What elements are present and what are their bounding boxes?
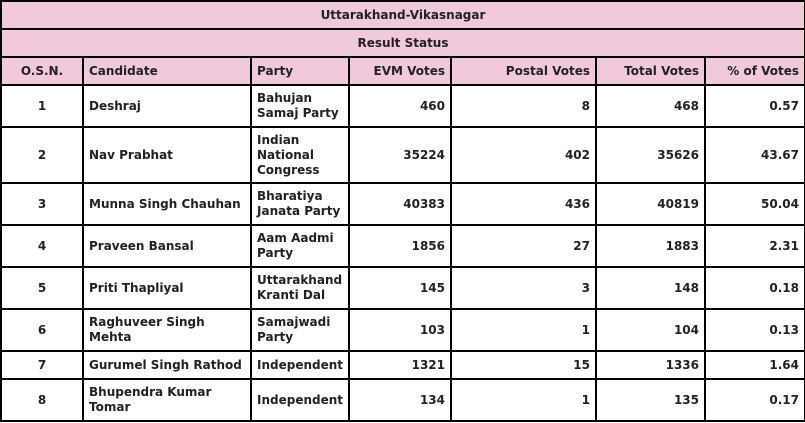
title-row: Uttarakhand-Vikasnagar — [0, 0, 805, 30]
pct-votes-cell: 0.57 — [704, 84, 805, 128]
table-row: 2 Nav Prabhat Indian National Congress 3… — [0, 126, 805, 184]
table-row: 3 Munna Singh Chauhan Bharatiya Janata P… — [0, 182, 805, 226]
table-row: 6 Raghuveer Singh Mehta Samajwadi Party … — [0, 308, 805, 352]
osn-cell: 7 — [0, 350, 84, 380]
osn-cell: 8 — [0, 378, 84, 422]
table-row: 1 Deshraj Bahujan Samaj Party 460 8 468 … — [0, 84, 805, 128]
column-header-row: O.S.N. Candidate Party EVM Votes Postal … — [0, 56, 805, 86]
column-header-osn: O.S.N. — [0, 56, 84, 86]
postal-votes-cell: 436 — [450, 182, 597, 226]
evm-votes-cell: 134 — [348, 378, 452, 422]
candidate-cell: Bhupendra Kumar Tomar — [82, 378, 252, 422]
column-header-evm-votes: EVM Votes — [348, 56, 452, 86]
postal-votes-cell: 1 — [450, 378, 597, 422]
pct-votes-cell: 2.31 — [704, 224, 805, 268]
column-header-total-votes: Total Votes — [595, 56, 706, 86]
result-status-heading: Result Status — [0, 28, 805, 58]
pct-votes-cell: 1.64 — [704, 350, 805, 380]
postal-votes-cell: 27 — [450, 224, 597, 268]
total-votes-cell: 1336 — [595, 350, 706, 380]
evm-votes-cell: 35224 — [348, 126, 452, 184]
pct-votes-cell: 0.13 — [704, 308, 805, 352]
evm-votes-cell: 40383 — [348, 182, 452, 226]
candidate-cell: Raghuveer Singh Mehta — [82, 308, 252, 352]
postal-votes-cell: 8 — [450, 84, 597, 128]
party-cell: Independent — [250, 350, 350, 380]
table-row: 8 Bhupendra Kumar Tomar Independent 134 … — [0, 378, 805, 422]
column-header-postal-votes: Postal Votes — [450, 56, 597, 86]
party-cell: Uttarakhand Kranti Dal — [250, 266, 350, 310]
evm-votes-cell: 460 — [348, 84, 452, 128]
postal-votes-cell: 402 — [450, 126, 597, 184]
party-cell: Samajwadi Party — [250, 308, 350, 352]
party-cell: Bharatiya Janata Party — [250, 182, 350, 226]
total-votes-cell: 104 — [595, 308, 706, 352]
subtitle-row: Result Status — [0, 28, 805, 58]
total-votes-cell: 148 — [595, 266, 706, 310]
evm-votes-cell: 145 — [348, 266, 452, 310]
total-votes-cell: 35626 — [595, 126, 706, 184]
osn-cell: 4 — [0, 224, 84, 268]
total-votes-cell: 135 — [595, 378, 706, 422]
party-cell: Bahujan Samaj Party — [250, 84, 350, 128]
pct-votes-cell: 43.67 — [704, 126, 805, 184]
column-header-candidate: Candidate — [82, 56, 252, 86]
postal-votes-cell: 1 — [450, 308, 597, 352]
pct-votes-cell: 50.04 — [704, 182, 805, 226]
candidate-cell: Deshraj — [82, 84, 252, 128]
column-header-pct-votes: % of Votes — [704, 56, 805, 86]
osn-cell: 6 — [0, 308, 84, 352]
column-header-party: Party — [250, 56, 350, 86]
osn-cell: 2 — [0, 126, 84, 184]
candidate-cell: Praveen Bansal — [82, 224, 252, 268]
evm-votes-cell: 1321 — [348, 350, 452, 380]
party-cell: Aam Aadmi Party — [250, 224, 350, 268]
evm-votes-cell: 103 — [348, 308, 452, 352]
total-votes-cell: 468 — [595, 84, 706, 128]
osn-cell: 5 — [0, 266, 84, 310]
table-row: 4 Praveen Bansal Aam Aadmi Party 1856 27… — [0, 224, 805, 268]
party-cell: Independent — [250, 378, 350, 422]
candidate-cell: Gurumel Singh Rathod — [82, 350, 252, 380]
postal-votes-cell: 3 — [450, 266, 597, 310]
total-votes-cell: 40819 — [595, 182, 706, 226]
candidate-cell: Nav Prabhat — [82, 126, 252, 184]
candidate-cell: Munna Singh Chauhan — [82, 182, 252, 226]
postal-votes-cell: 15 — [450, 350, 597, 380]
page-title: Uttarakhand-Vikasnagar — [0, 0, 805, 30]
party-cell: Indian National Congress — [250, 126, 350, 184]
osn-cell: 3 — [0, 182, 84, 226]
evm-votes-cell: 1856 — [348, 224, 452, 268]
table-row: 7 Gurumel Singh Rathod Independent 1321 … — [0, 350, 805, 380]
osn-cell: 1 — [0, 84, 84, 128]
table-row: 5 Priti Thapliyal Uttarakhand Kranti Dal… — [0, 266, 805, 310]
pct-votes-cell: 0.17 — [704, 378, 805, 422]
candidate-cell: Priti Thapliyal — [82, 266, 252, 310]
total-votes-cell: 1883 — [595, 224, 706, 268]
pct-votes-cell: 0.18 — [704, 266, 805, 310]
